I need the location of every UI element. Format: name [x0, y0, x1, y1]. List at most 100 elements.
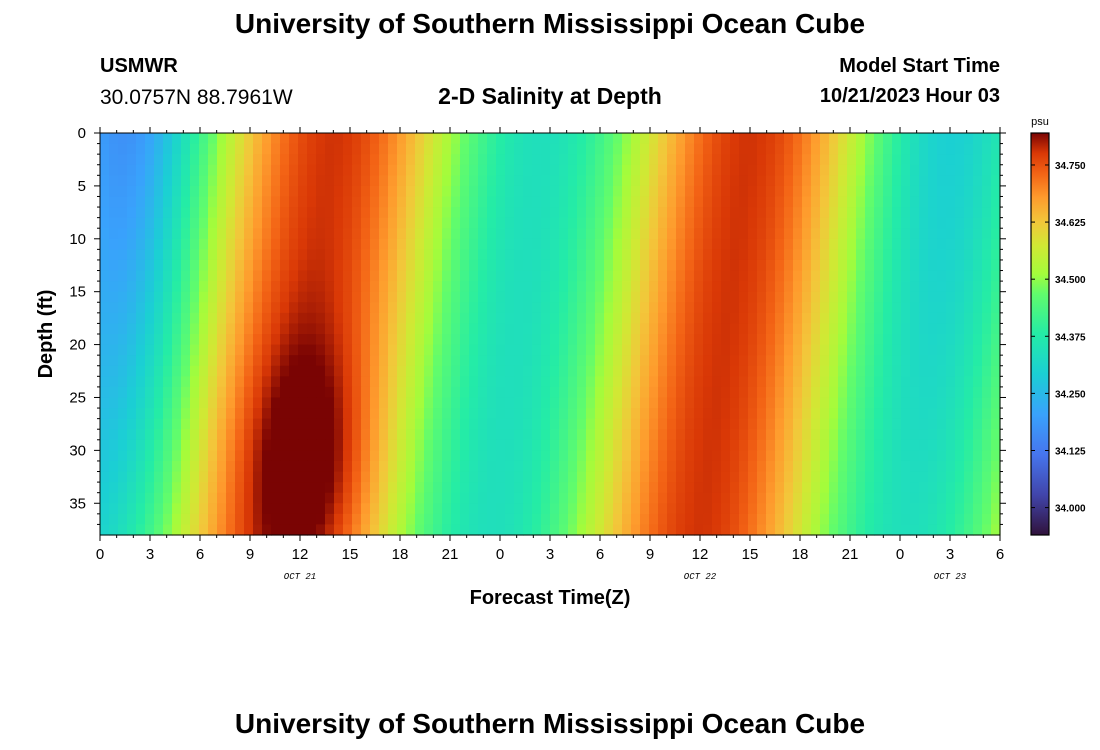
heatmap-cell [199, 217, 209, 229]
heatmap-cell [973, 228, 983, 240]
heatmap-cell [127, 164, 137, 176]
heatmap-cell [703, 196, 713, 208]
heatmap-cell [721, 228, 731, 240]
heatmap-cell [829, 323, 839, 335]
heatmap-cell [919, 418, 929, 430]
heatmap-cell [856, 492, 866, 504]
heatmap-cell [577, 259, 587, 272]
heatmap-cell [802, 207, 812, 219]
heatmap-cell [595, 492, 605, 504]
heatmap-cell [730, 228, 740, 240]
heatmap-cell [568, 492, 578, 504]
heatmap-cell [703, 323, 713, 335]
heatmap-cell [604, 513, 614, 526]
heatmap-cell [532, 482, 542, 494]
heatmap-cell [406, 376, 416, 388]
heatmap-cell [640, 450, 650, 462]
heatmap-cell [271, 175, 281, 187]
heatmap-cell [460, 397, 470, 409]
heatmap-cell [307, 164, 317, 176]
heatmap-cell [523, 164, 533, 176]
heatmap-cell [766, 397, 776, 409]
heatmap-cell [577, 291, 587, 303]
heatmap-cell [640, 460, 650, 473]
heatmap-cell [505, 386, 515, 399]
heatmap-cell [415, 386, 425, 399]
heatmap-cell [748, 492, 758, 504]
heatmap-cell [793, 228, 803, 240]
heatmap-cell [847, 228, 857, 240]
heatmap-cell [973, 281, 983, 293]
heatmap-cell [928, 482, 938, 494]
heatmap-cell [613, 175, 623, 187]
heatmap-cell [460, 439, 470, 451]
heatmap-cell [847, 185, 857, 198]
heatmap-cell [514, 450, 524, 462]
heatmap-cell [883, 238, 893, 250]
heatmap-cell [838, 207, 848, 219]
heatmap-cell [127, 270, 137, 282]
heatmap-cell [316, 228, 326, 240]
heatmap-cell [397, 259, 407, 272]
heatmap-cell [127, 238, 137, 250]
heatmap-cell [856, 238, 866, 250]
heatmap-cell [532, 133, 542, 145]
heatmap-cell [883, 397, 893, 409]
heatmap-cell [811, 259, 821, 272]
heatmap-cell [577, 312, 587, 325]
heatmap-cell [928, 249, 938, 261]
heatmap-cell [730, 154, 740, 166]
heatmap-cell [982, 408, 992, 420]
heatmap-cell [748, 460, 758, 473]
heatmap-cell [379, 185, 389, 198]
heatmap-cell [865, 185, 875, 198]
heatmap-cell [226, 524, 236, 536]
heatmap-cell [541, 207, 551, 219]
heatmap-cell [109, 270, 119, 282]
heatmap-cell [829, 355, 839, 367]
heatmap-cell [685, 207, 695, 219]
heatmap-cell [550, 503, 560, 515]
heatmap-cell [649, 386, 659, 399]
heatmap-cell [820, 312, 830, 325]
heatmap-cell [640, 164, 650, 176]
heatmap-cell [136, 217, 146, 229]
heatmap-cell [883, 344, 893, 356]
heatmap-cell [595, 259, 605, 272]
heatmap-cell [802, 503, 812, 515]
heatmap-cell [406, 503, 416, 515]
heatmap-cell [334, 196, 344, 208]
heatmap-cell [640, 281, 650, 293]
heatmap-cell [847, 323, 857, 335]
heatmap-cell [613, 365, 623, 377]
heatmap-cell [991, 429, 1001, 441]
heatmap-cell [325, 334, 335, 346]
heatmap-cell [289, 133, 299, 145]
heatmap-cell [703, 503, 713, 515]
heatmap-cell [496, 460, 506, 473]
heatmap-cell [379, 154, 389, 166]
heatmap-cell [892, 281, 902, 293]
heatmap-cell [568, 270, 578, 282]
heatmap-cell [208, 450, 218, 462]
heatmap-cell [874, 312, 884, 325]
heatmap-cell [793, 450, 803, 462]
heatmap-cell [379, 492, 389, 504]
heatmap-cell [784, 281, 794, 293]
heatmap-cell [577, 334, 587, 346]
heatmap-cell [874, 238, 884, 250]
heatmap-cell [208, 133, 218, 145]
heatmap-cell [658, 312, 668, 325]
heatmap-cell [271, 185, 281, 198]
heatmap-cell [253, 408, 263, 420]
heatmap-cell [703, 450, 713, 462]
heatmap-cell [118, 196, 128, 208]
heatmap-cell [883, 513, 893, 526]
heatmap-cell [631, 238, 641, 250]
heatmap-cell [505, 344, 515, 356]
heatmap-cell [964, 164, 974, 176]
heatmap-cell [613, 471, 623, 483]
heatmap-cell [982, 439, 992, 451]
heatmap-cell [163, 291, 173, 303]
heatmap-cell [685, 439, 695, 451]
